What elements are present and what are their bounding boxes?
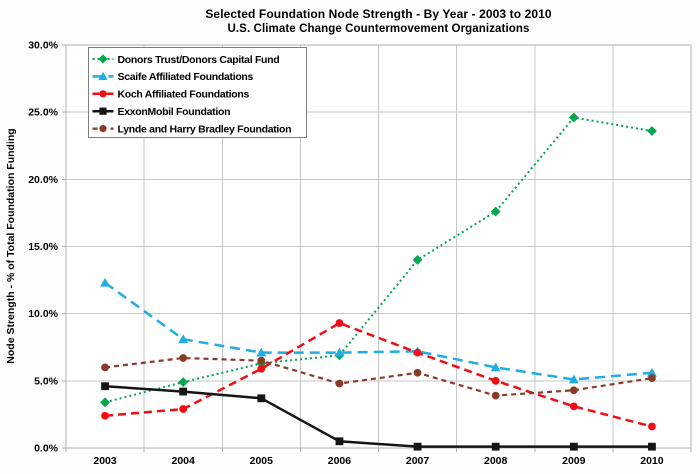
data-point bbox=[648, 422, 656, 431]
y-axis-title: Node Strength - % of Total Foundation Fu… bbox=[5, 128, 17, 363]
data-point bbox=[491, 376, 500, 385]
legend-marker bbox=[98, 71, 108, 80]
x-tick-label: 2007 bbox=[406, 455, 430, 467]
data-point bbox=[490, 206, 501, 217]
legend-marker bbox=[99, 107, 107, 115]
x-tick-label: 2008 bbox=[484, 455, 508, 467]
x-tick-label: 2010 bbox=[640, 455, 664, 467]
data-point bbox=[569, 386, 578, 395]
data-point bbox=[179, 354, 188, 362]
legend-label: Donors Trust/Donors Capital Fund bbox=[118, 54, 280, 66]
data-point bbox=[179, 405, 188, 413]
data-point bbox=[335, 437, 344, 446]
data-point bbox=[648, 442, 656, 451]
data-point bbox=[101, 411, 109, 420]
y-tick-label: 0.0% bbox=[34, 443, 59, 455]
legend-marker bbox=[99, 125, 107, 133]
data-point bbox=[179, 387, 188, 396]
y-tick-label: 20.0% bbox=[28, 174, 58, 186]
data-point bbox=[257, 364, 266, 373]
y-tick-label: 30.0% bbox=[28, 40, 58, 52]
series-line bbox=[104, 356, 653, 397]
x-tick-label: 2006 bbox=[328, 455, 352, 467]
y-tick-label: 25.0% bbox=[28, 107, 58, 119]
series-line bbox=[104, 321, 653, 428]
legend-label: Lynde and Harry Bradley Foundation bbox=[118, 123, 292, 135]
data-point bbox=[178, 334, 189, 344]
y-tick-label: 15.0% bbox=[28, 241, 58, 253]
legend-label: Koch Affiliated Foundations bbox=[118, 89, 250, 101]
data-point bbox=[647, 367, 657, 377]
data-point bbox=[335, 379, 344, 388]
legend-label: ExxonMobil Foundation bbox=[118, 106, 231, 118]
plot-area: 0.0% 5.0% 10.0% 15.0% 20.0% 25.0% 30.0% 2003 200… bbox=[28, 40, 692, 467]
data-point bbox=[413, 442, 422, 451]
data-point bbox=[335, 319, 344, 327]
series-line bbox=[104, 281, 653, 381]
legend-marker bbox=[98, 54, 108, 64]
data-point bbox=[569, 442, 578, 451]
data-point bbox=[491, 442, 500, 451]
data-point bbox=[256, 347, 267, 357]
y-tick-label: 10.0% bbox=[28, 308, 58, 320]
data-point bbox=[178, 377, 189, 388]
data-point bbox=[491, 391, 500, 400]
data-point bbox=[100, 277, 110, 287]
x-tick-label: 2005 bbox=[250, 455, 274, 467]
data-point bbox=[257, 394, 266, 403]
series-line bbox=[104, 116, 653, 404]
data-point bbox=[647, 126, 657, 136]
data-point bbox=[490, 362, 501, 372]
data-point bbox=[413, 368, 422, 377]
y-tick-label: 5.0% bbox=[34, 375, 59, 387]
series-line bbox=[104, 384, 652, 448]
legend-box bbox=[88, 47, 307, 138]
legend-marker bbox=[99, 90, 107, 98]
data-point bbox=[569, 402, 578, 411]
data-point bbox=[100, 397, 110, 408]
data-point bbox=[568, 112, 579, 123]
data-point bbox=[101, 382, 109, 391]
data-point bbox=[413, 348, 422, 357]
data-point bbox=[568, 374, 579, 384]
data-point bbox=[334, 347, 345, 357]
data-point bbox=[257, 356, 266, 365]
chart-subtitle: U.S. Climate Change Countermovement Orga… bbox=[227, 23, 530, 35]
x-tick-label: 2003 bbox=[93, 455, 117, 467]
data-point bbox=[101, 363, 109, 372]
data-point bbox=[648, 374, 656, 383]
legend-label: Scaife Affiliated Foundations bbox=[118, 71, 254, 83]
data-point bbox=[412, 255, 423, 265]
x-tick-label: 2009 bbox=[562, 455, 586, 467]
chart-title: Selected Foundation Node Strength - By Y… bbox=[205, 7, 552, 21]
x-tick-label: 2004 bbox=[172, 455, 196, 467]
